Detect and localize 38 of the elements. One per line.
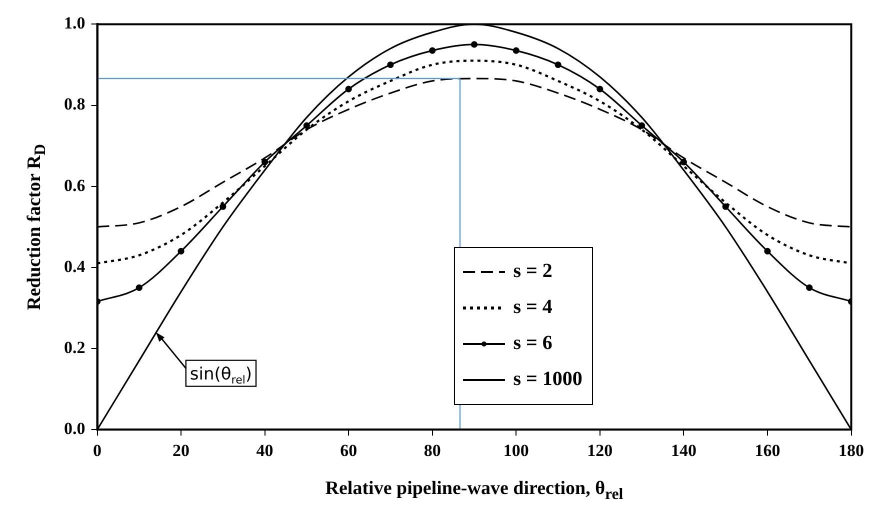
x-tick-label: 140 — [670, 441, 696, 460]
point — [806, 284, 813, 292]
legend-label: s = 1000 — [513, 368, 582, 392]
point — [262, 158, 268, 166]
y-tick-label: 0.0 — [64, 418, 86, 438]
y-tick-label: 0.8 — [64, 94, 86, 114]
point — [512, 47, 520, 54]
x-tick-label: 120 — [587, 441, 613, 460]
x-axis-title: Relative pipeline-wave direction, θ$_{rel}$ — [324, 478, 624, 504]
point — [178, 248, 184, 255]
y-tick-label: 0.2 — [64, 338, 86, 357]
point — [596, 86, 604, 92]
x-tick-label: 80 — [424, 441, 441, 460]
point — [470, 41, 478, 48]
y-tick-label: 1.0 — [64, 14, 86, 33]
point — [638, 122, 646, 129]
point — [722, 203, 729, 210]
point — [220, 203, 226, 210]
legend-label: s = 2 — [513, 260, 552, 284]
y-tick-label: 0.4 — [64, 256, 86, 276]
point — [680, 158, 687, 166]
point — [387, 61, 394, 68]
x-tick-label: 40 — [256, 441, 274, 460]
point — [303, 122, 310, 129]
legend-label: s = 6 — [513, 332, 552, 356]
point — [764, 248, 771, 255]
x-tick-label: 180 — [838, 441, 864, 460]
legend-label: s = 4 — [513, 296, 552, 320]
y-tick-label: 0.6 — [64, 176, 86, 195]
point — [554, 61, 562, 68]
point — [345, 86, 352, 92]
point — [429, 47, 436, 54]
point — [136, 284, 142, 292]
x-tick-label: 20 — [172, 441, 190, 460]
x-tick-label: 60 — [340, 441, 358, 460]
x-tick-label: 100 — [503, 441, 529, 460]
x-tick-label: 160 — [754, 441, 780, 460]
x-tick-label: 0 — [93, 441, 102, 460]
